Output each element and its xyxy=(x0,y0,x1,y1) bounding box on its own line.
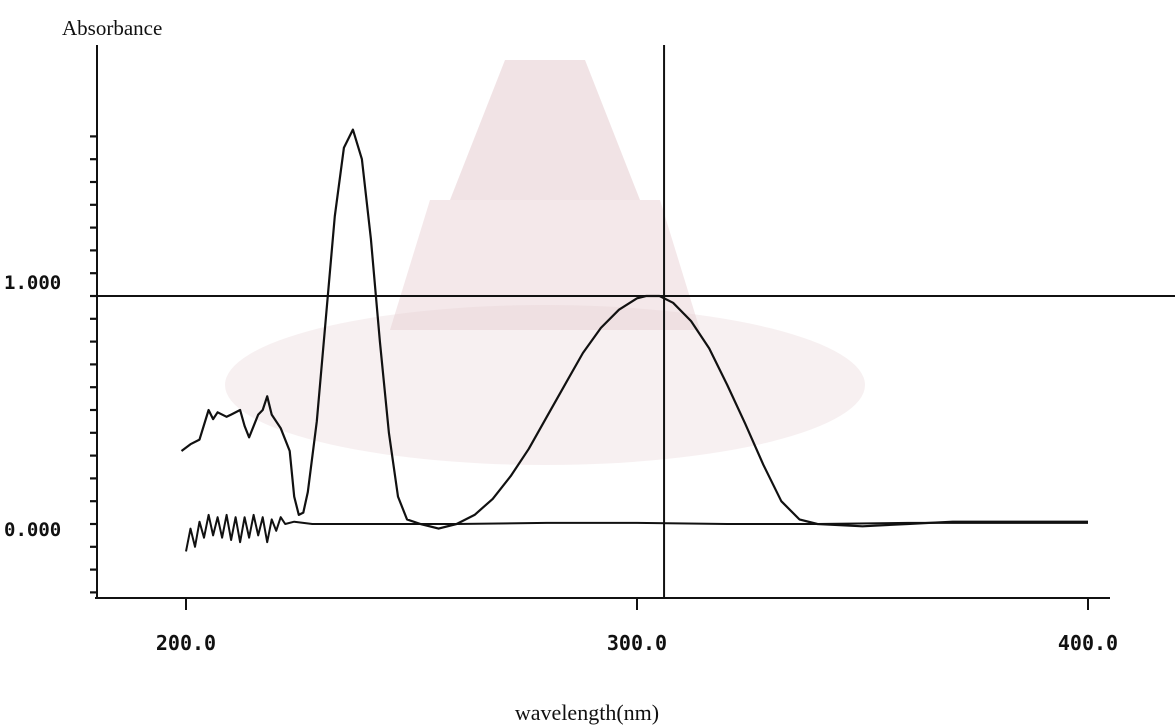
x-tick-label-400: 400.0 xyxy=(1058,631,1118,655)
series-baseline-line xyxy=(185,513,1088,552)
series-sample-line xyxy=(180,128,1088,530)
watermark xyxy=(225,60,865,465)
x-tick-label-300: 300.0 xyxy=(607,631,667,655)
y-tick-label-0: 0.000 xyxy=(4,519,61,541)
x-tick-label-200: 200.0 xyxy=(156,631,216,655)
y-axis-label: Absorbance xyxy=(62,16,162,40)
y-minor-ticks xyxy=(90,135,97,594)
y-tick-label-1: 1.000 xyxy=(4,272,61,294)
x-axis-label: wavelength(nm) xyxy=(515,700,659,725)
x-tick-marks xyxy=(185,598,1089,610)
